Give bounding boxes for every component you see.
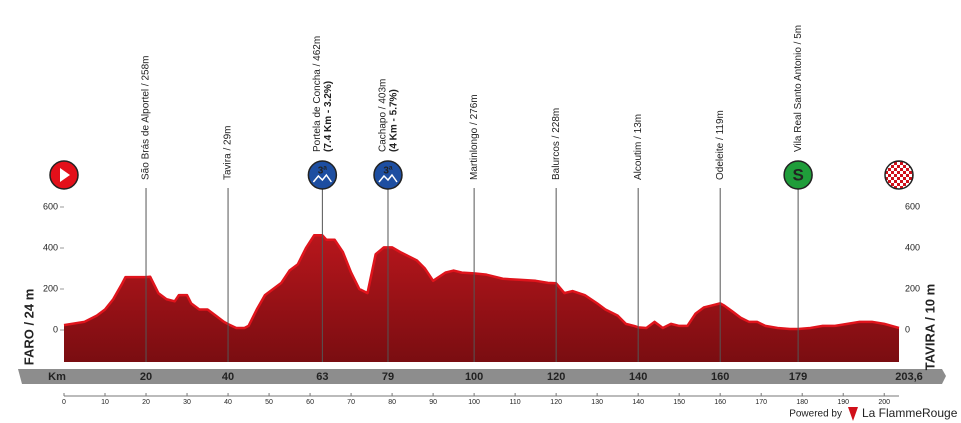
climb-label: 3ª — [318, 166, 328, 177]
waypoint-name: São Brás de Alportel / 258m — [141, 55, 152, 180]
km-mark-label: 179 — [789, 371, 807, 383]
waypoint-detail: (7.4 Km - 3.2%) — [323, 81, 334, 152]
plot — [63, 234, 900, 362]
x-tick-label: 180 — [796, 399, 808, 406]
y-tick-label: 0 — [53, 324, 58, 334]
x-tick-label: 110 — [510, 399, 521, 406]
y-tick-label-right: 400 — [905, 242, 920, 252]
y-tick-label-right: 600 — [905, 201, 920, 211]
km-mark-label: 63 — [316, 371, 328, 383]
x-tick-label: 10 — [101, 399, 109, 406]
sprint-label: S — [792, 165, 803, 184]
start-arrow — [60, 168, 70, 182]
x-tick-label: 30 — [183, 399, 191, 406]
climb-glyph — [312, 173, 332, 183]
climb-label: 3ª — [383, 166, 393, 177]
finish-label: TAVIRA / 10 m — [922, 284, 937, 370]
waypoint-name: Tavira / 29m — [223, 126, 234, 180]
x-tick-label: 190 — [837, 399, 849, 406]
climb-icon — [373, 160, 403, 190]
waypoint-name: Martinlongo / 276m — [469, 94, 480, 180]
km-bar — [18, 369, 946, 384]
x-tick-label: 90 — [429, 399, 437, 406]
x-tick-label: 20 — [142, 399, 150, 406]
waypoint-name: Balurcos / 228m — [551, 108, 562, 180]
x-tick-label: 70 — [347, 399, 355, 406]
km-mark-label: 20 — [140, 371, 152, 383]
y-tick-label: 200 — [43, 283, 58, 293]
waypoint-detail: (4 Km - 5.7%) — [389, 89, 400, 152]
y-tick-label: 600 — [43, 201, 58, 211]
profile-line — [63, 234, 900, 331]
km-mark-label: 140 — [629, 371, 647, 383]
x-tick-label: 200 — [878, 399, 890, 406]
x-tick-label: 50 — [265, 399, 273, 406]
finish-icon — [884, 160, 914, 190]
x-tick-label: 170 — [755, 399, 767, 406]
km-mark-label: 120 — [547, 371, 565, 383]
brand-logo — [848, 407, 858, 421]
waypoint-name: Cachapo / 403m — [378, 79, 389, 152]
km-title: Km — [48, 371, 66, 383]
x-tick-label: 160 — [714, 399, 726, 406]
x-tick-label: 150 — [673, 399, 685, 406]
x-tick-label: 40 — [224, 399, 232, 406]
km-mark-label: 100 — [465, 371, 483, 383]
x-tick-label: 0 — [62, 399, 66, 406]
x-tick-label: 120 — [550, 399, 562, 406]
start-label: FARO / 24 m — [21, 289, 36, 366]
brand: La FlammeRouge — [862, 406, 958, 420]
y-tick-label-right: 200 — [905, 283, 920, 293]
profile-area — [64, 235, 899, 362]
waypoint-name: Portela de Concha / 462m — [312, 36, 323, 152]
waypoint-name: Alcoutim / 13m — [633, 114, 644, 180]
powered-by: Powered by — [789, 409, 842, 420]
climb-icon — [307, 160, 338, 190]
x-tick-label: 80 — [388, 399, 396, 406]
x-tick-label: 140 — [632, 399, 644, 406]
waypoint-name: Vila Real Santo Antonio / 5m — [793, 25, 804, 152]
km-mark-label: 203,6 — [895, 371, 923, 383]
waypoint-name: Odeleite / 119m — [715, 110, 726, 180]
y-tick-label-right: 0 — [905, 324, 910, 334]
km-mark-label: 160 — [711, 371, 729, 383]
km-mark-label: 79 — [382, 371, 394, 383]
sprint-icon — [783, 160, 813, 190]
x-tick-label: 130 — [591, 399, 603, 406]
y-tick-label: 400 — [43, 242, 58, 252]
climb-glyph — [378, 173, 398, 183]
x-tick-label: 100 — [468, 399, 480, 406]
x-tick-label: 60 — [306, 399, 314, 406]
km-mark-label: 40 — [222, 371, 234, 383]
